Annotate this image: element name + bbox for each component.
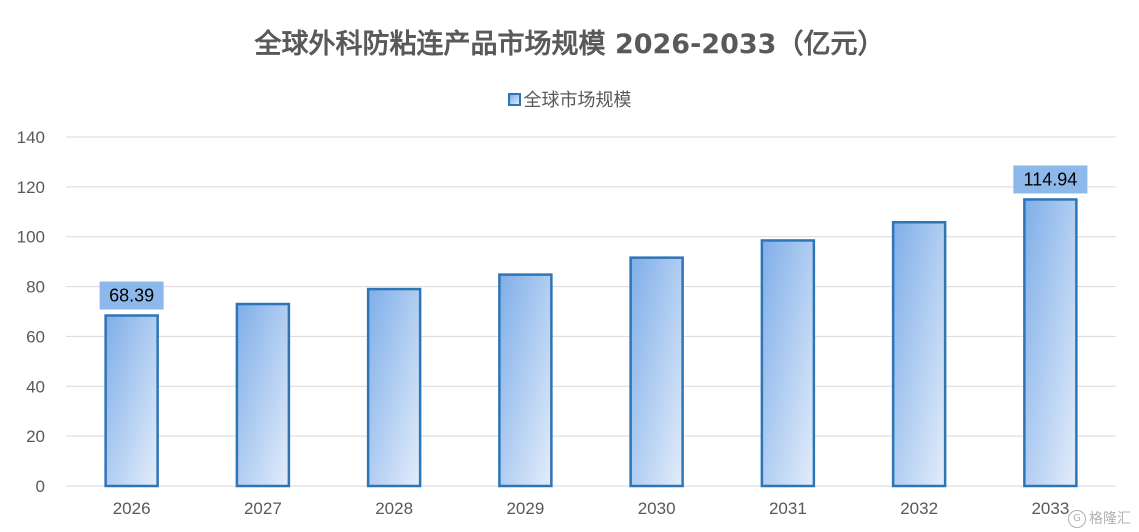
y-axis: 0 20 40 60 80 100 120 140 xyxy=(17,128,45,496)
chart-title: 全球外科防粘连产品市场规模 2026-2033（亿元） xyxy=(254,29,885,60)
y-tick-label: 20 xyxy=(26,427,45,446)
legend-label: 全球市场规模 xyxy=(523,90,632,111)
x-axis: 2026 2027 2028 2029 2030 2031 2032 2033 xyxy=(113,499,1070,518)
data-labels: 68.39 114.94 xyxy=(99,165,1088,310)
y-tick-label: 140 xyxy=(17,128,45,147)
x-tick-label: 2030 xyxy=(638,499,676,518)
data-label: 114.94 xyxy=(1024,169,1078,189)
x-tick-label: 2031 xyxy=(769,499,807,518)
legend-swatch xyxy=(507,92,521,106)
x-tick-label: 2029 xyxy=(506,499,544,518)
x-tick-label: 2028 xyxy=(375,499,413,518)
gridlines xyxy=(66,136,1116,487)
x-tick-label: 2032 xyxy=(900,499,938,518)
gelonghui-logo-icon: G xyxy=(1068,510,1086,528)
bar xyxy=(104,314,159,488)
bar xyxy=(498,273,553,488)
bar xyxy=(235,302,291,488)
data-label-box xyxy=(99,281,164,310)
y-tick-label: 60 xyxy=(26,327,45,346)
y-tick-label: 40 xyxy=(26,377,45,396)
bar xyxy=(1023,198,1078,488)
y-tick-label: 80 xyxy=(26,278,45,297)
watermark: G 格隆汇 xyxy=(1068,508,1131,528)
y-tick-label: 120 xyxy=(17,178,45,197)
bar xyxy=(760,239,816,488)
y-tick-label: 100 xyxy=(17,228,45,247)
bar xyxy=(366,287,422,488)
legend: 全球市场规模 xyxy=(0,86,1139,112)
x-tick-label: 2033 xyxy=(1031,499,1069,518)
x-tick-label: 2027 xyxy=(244,499,282,518)
bar xyxy=(891,221,947,488)
watermark-text: 格隆汇 xyxy=(1089,511,1131,527)
bar xyxy=(629,256,684,488)
y-tick-label: 0 xyxy=(36,477,45,496)
data-label-box xyxy=(1013,165,1088,194)
x-tick-label: 2026 xyxy=(113,499,151,518)
data-label: 68.39 xyxy=(109,286,154,306)
bars xyxy=(104,198,1078,488)
